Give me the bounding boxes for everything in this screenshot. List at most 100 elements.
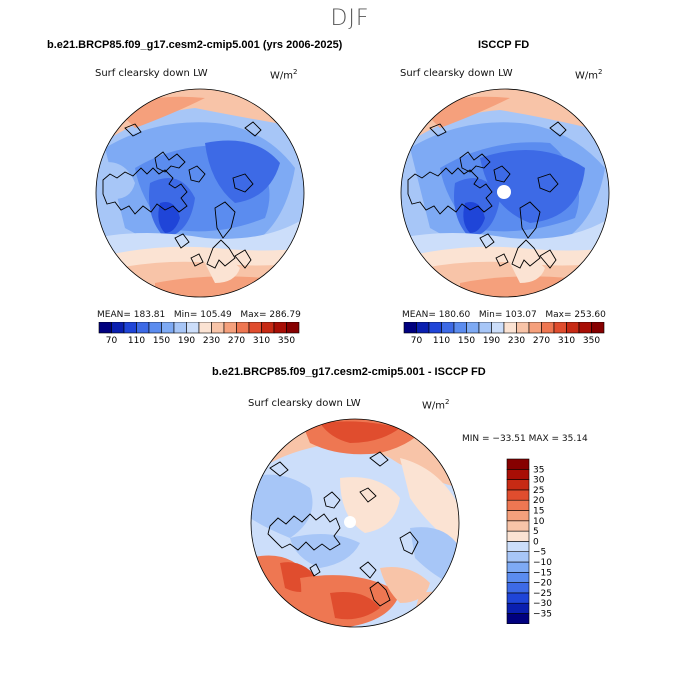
colorbar-swatch: [186, 322, 200, 334]
colorbar-swatch: [453, 322, 467, 334]
model-units-label: W/m2: [270, 68, 298, 82]
colorbar-swatch: [506, 592, 530, 604]
colorbar-swatch: [541, 322, 555, 334]
colorbar-tick-label: 10: [533, 517, 545, 527]
colorbar-swatch: [198, 322, 212, 334]
colorbar-swatch: [123, 322, 137, 334]
colorbar-tick-label: 15: [533, 507, 544, 517]
colorbar-tick-label: 190: [482, 336, 501, 346]
colorbar-tick-label: 20: [533, 496, 545, 506]
colorbar-swatch: [506, 613, 530, 624]
colorbar-swatch: [478, 322, 492, 334]
colorbar-tick-label: 230: [202, 336, 221, 346]
model-colorbar: [98, 322, 300, 334]
colorbar-swatch: [506, 458, 530, 470]
colorbar-swatch: [503, 322, 517, 334]
colorbar-tick-label: 0: [533, 537, 539, 547]
colorbar-swatch: [491, 322, 505, 334]
colorbar-tick-label: 110: [432, 336, 451, 346]
colorbar-tick-label: 350: [277, 336, 296, 346]
model-polar-map: [95, 88, 305, 298]
colorbar-swatch: [148, 322, 162, 334]
colorbar-tick-label: 70: [410, 336, 423, 346]
colorbar-swatch: [428, 322, 442, 334]
model-colorbar-ticks: 70 110 150 190 230 270 310 350: [98, 336, 300, 348]
colorbar-swatch: [466, 322, 480, 334]
model-max-value: 286.79: [269, 310, 301, 320]
colorbar-swatch: [553, 322, 567, 334]
colorbar-swatch: [591, 322, 605, 334]
colorbar-swatch: [506, 551, 530, 563]
colorbar-swatch: [261, 322, 275, 334]
colorbar-swatch: [506, 561, 530, 573]
colorbar-swatch: [403, 322, 417, 334]
diff-polar-map: [250, 418, 460, 628]
obs-polar-map: [400, 88, 610, 298]
colorbar-tick-label: 310: [252, 336, 271, 346]
colorbar-swatch: [248, 322, 262, 334]
season-title: DJF: [330, 6, 370, 31]
diff-variable-label: Surf clearsky down LW: [248, 398, 361, 409]
colorbar-tick-label: 310: [557, 336, 576, 346]
colorbar-swatch: [223, 322, 237, 334]
colorbar-tick-label: 30: [533, 476, 545, 486]
colorbar-tick-label: 350: [582, 336, 601, 346]
colorbar-swatch: [566, 322, 580, 334]
obs-units-label: W/m2: [575, 68, 603, 82]
colorbar-swatch: [506, 479, 530, 491]
model-min-value: 105.49: [200, 310, 232, 320]
colorbar-tick-label: −10: [533, 558, 552, 568]
colorbar-tick-label: 270: [532, 336, 551, 346]
colorbar-tick-label: 150: [457, 336, 476, 346]
colorbar-tick-label: 150: [152, 336, 171, 346]
colorbar-tick-label: 5: [533, 527, 539, 537]
obs-mean-value: 180.60: [438, 310, 471, 320]
model-mean-value: 183.81: [133, 310, 166, 320]
diff-panel-title: b.e21.BRCP85.f09_g17.cesm2-cmip5.001 - I…: [212, 366, 486, 378]
colorbar-swatch: [416, 322, 430, 334]
obs-stats: MEAN= 180.60 Min= 103.07 Max= 253.60: [402, 310, 606, 320]
colorbar-swatch: [506, 572, 530, 583]
colorbar-swatch: [506, 520, 530, 532]
obs-colorbar-ticks: 70 110 150 190 230 270 310 350: [403, 336, 605, 348]
colorbar-tick-label: −5: [533, 548, 546, 558]
colorbar-swatch: [506, 510, 530, 522]
colorbar-tick-label: 70: [105, 336, 118, 346]
colorbar-tick-label: −30: [533, 599, 552, 609]
colorbar-swatch: [506, 489, 530, 501]
colorbar-tick-label: 190: [177, 336, 196, 346]
obs-colorbar: [403, 322, 605, 334]
colorbar-tick-label: −20: [533, 579, 552, 589]
colorbar-swatch: [211, 322, 225, 334]
obs-max-value: 253.60: [574, 310, 606, 320]
colorbar-swatch: [528, 322, 542, 334]
colorbar-tick-label: 25: [533, 486, 544, 496]
colorbar-tick-label: 35: [533, 465, 544, 475]
colorbar-tick-label: −25: [533, 589, 552, 599]
colorbar-tick-label: −15: [533, 568, 552, 578]
colorbar-swatch: [111, 322, 125, 334]
model-stats: MEAN= 183.81 Min= 105.49 Max= 286.79: [97, 310, 301, 320]
colorbar-swatch: [441, 322, 455, 334]
obs-variable-label: Surf clearsky down LW: [400, 68, 513, 79]
colorbar-swatch: [136, 322, 150, 334]
colorbar-tick-label: 270: [227, 336, 246, 346]
model-panel-title: b.e21.BRCP85.f09_g17.cesm2-cmip5.001 (yr…: [47, 39, 343, 51]
diff-units-label: W/m2: [422, 398, 450, 412]
colorbar-swatch: [516, 322, 530, 334]
colorbar-swatch: [506, 582, 530, 594]
colorbar-swatch: [173, 322, 187, 334]
colorbar-swatch: [286, 322, 300, 334]
colorbar-swatch: [161, 322, 175, 334]
colorbar-tick-label: −35: [533, 610, 552, 620]
colorbar-tick-label: 110: [127, 336, 146, 346]
colorbar-tick-label: 230: [507, 336, 526, 346]
obs-min-value: 103.07: [505, 310, 537, 320]
colorbar-swatch: [578, 322, 592, 334]
colorbar-swatch: [236, 322, 250, 334]
colorbar-swatch: [506, 469, 530, 480]
colorbar-swatch: [506, 541, 530, 553]
colorbar-swatch: [98, 322, 112, 334]
colorbar-swatch: [506, 602, 530, 614]
